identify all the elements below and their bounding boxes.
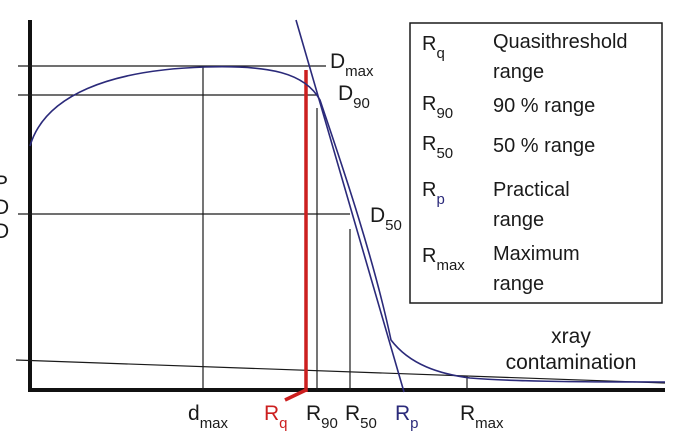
legend-symbol-r90: R90	[422, 93, 453, 122]
practical-range-tangent	[295, 19, 405, 393]
marker-dmax: Dmax	[330, 50, 374, 80]
xlabel-rmax: Rmax	[460, 402, 504, 432]
legend-desc-rp-2: range	[493, 209, 544, 231]
legend-desc-rp-1: Practical	[493, 179, 570, 201]
legend-desc-rmax-1: Maximum	[493, 243, 580, 265]
legend-item-rp: Rp Practical range	[422, 179, 570, 231]
legend-symbol-rmax: Rmax	[422, 245, 465, 274]
ylabel-line-3: D	[0, 220, 9, 243]
legend-box	[409, 22, 663, 304]
xlabel-rp: Rp	[395, 402, 419, 432]
xlabel-dmax: dmax	[188, 402, 229, 432]
marker-d90: D90	[338, 82, 370, 112]
xlabel-rq: Rq	[264, 402, 288, 432]
legend-item-rq: Rq Quasithreshold range	[422, 31, 628, 83]
xray-annotation-line-1: xray	[551, 325, 591, 348]
marker-d50: D50	[370, 204, 402, 234]
legend-item-r50: R50 50 % range	[422, 133, 595, 162]
xray-tail-line	[15, 359, 666, 384]
ylabel-line-1: P	[0, 172, 8, 195]
legend-desc-rq-2: range	[493, 61, 544, 83]
xray-annotation-line-2: contamination	[506, 351, 637, 374]
legend-desc-r50: 50 % range	[493, 135, 595, 157]
legend: Rq Quasithreshold range R90 90 % range R…	[409, 22, 663, 304]
legend-desc-r90: 90 % range	[493, 95, 595, 117]
legend-desc-rmax-2: range	[493, 273, 544, 295]
ylabel-line-2: D	[0, 196, 9, 219]
xlabel-r50: R50	[345, 402, 377, 432]
legend-symbol-rq: Rq	[422, 33, 445, 62]
legend-symbol-rp: Rp	[422, 179, 445, 208]
legend-item-r90: R90 90 % range	[422, 93, 595, 122]
legend-symbol-r50: R50	[422, 133, 453, 162]
rq-pointer-line	[284, 388, 307, 402]
xlabel-r90: R90	[306, 402, 338, 432]
legend-item-rmax: Rmax Maximum range	[422, 243, 580, 295]
legend-desc-rq-1: Quasithreshold	[493, 31, 628, 53]
depth-dose-curve	[29, 65, 666, 383]
